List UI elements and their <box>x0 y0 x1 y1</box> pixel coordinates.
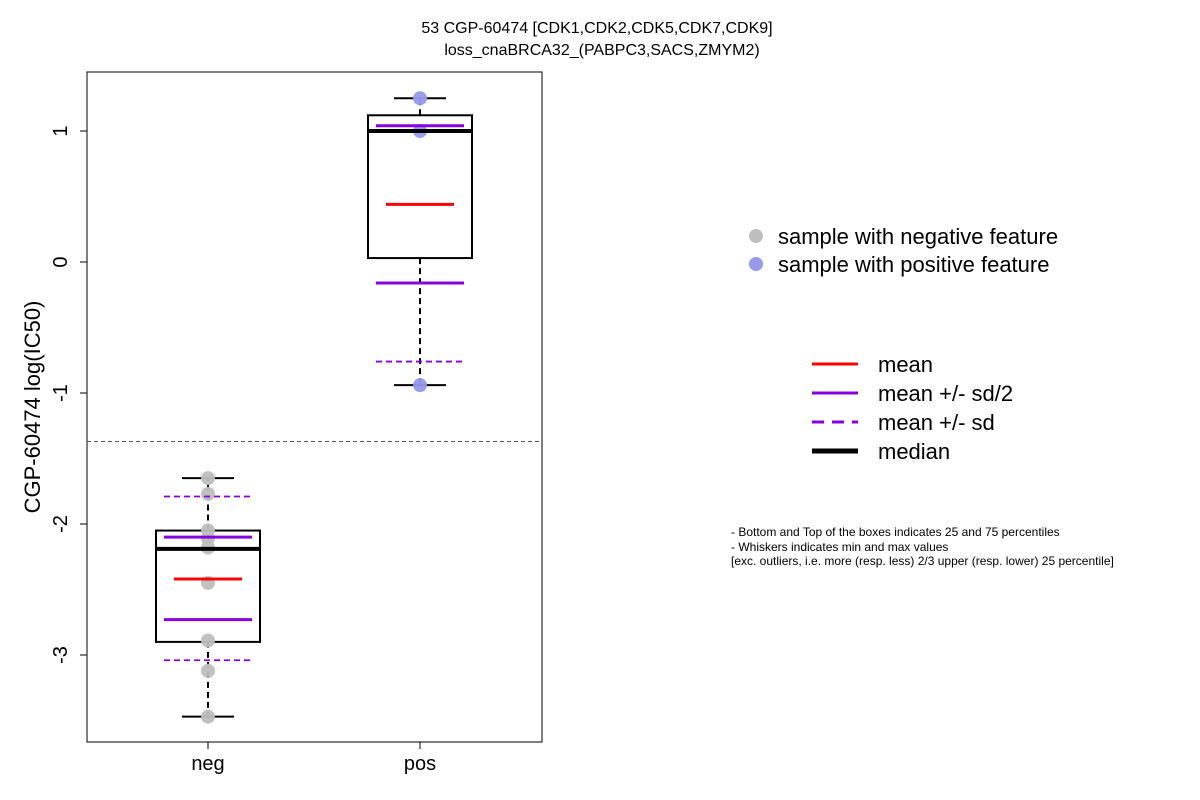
legend-median-label: median <box>878 439 950 464</box>
y-axis-label: CGP-60474 log(IC50) <box>20 301 45 514</box>
note-line-2: - Whiskers indicates min and max values <box>731 540 948 554</box>
y-tick-label: 1 <box>50 125 72 136</box>
data-point <box>413 91 427 106</box>
legend-points: sample with negative feature sample with… <box>749 224 1058 277</box>
box-pos <box>367 114 473 260</box>
note-line-1: - Bottom and Top of the boxes indicates … <box>731 525 1060 539</box>
note-line-3: [exc. outliers, i.e. more (resp. less) 2… <box>731 554 1114 568</box>
legend-negative-label: sample with negative feature <box>778 224 1058 249</box>
y-axis: -3 -2 -1 0 1 <box>50 125 88 664</box>
box-group-pos <box>367 91 473 393</box>
y-tick-label: -2 <box>50 515 72 533</box>
data-point <box>201 486 215 501</box>
legend-mean-label: mean <box>878 352 933 377</box>
data-point <box>201 633 215 648</box>
legend-positive-label: sample with positive feature <box>778 252 1049 277</box>
legend-lines: mean mean +/- sd/2 mean +/- sd median <box>812 352 1013 464</box>
legend-sd-label: mean +/- sd <box>878 410 995 435</box>
box-group-neg <box>155 471 261 724</box>
x-tick-label: neg <box>191 753 224 775</box>
data-point <box>201 663 215 678</box>
chart-title-line2: loss_cnaBRCA32_(PABPC3,SACS,ZMYM2) <box>444 42 759 59</box>
chart-title-line1: 53 CGP-60474 [CDK1,CDK2,CDK5,CDK7,CDK9] <box>421 20 772 37</box>
data-point <box>413 378 427 393</box>
x-axis: neg pos <box>191 741 436 775</box>
legend-negative-swatch <box>749 229 763 243</box>
notes: - Bottom and Top of the boxes indicates … <box>731 525 1114 568</box>
box-plots <box>155 91 473 724</box>
y-tick-label: 0 <box>50 256 72 267</box>
data-point <box>201 471 215 486</box>
y-tick-label: -3 <box>50 646 72 664</box>
legend-positive-swatch <box>749 257 763 271</box>
legend-half-sd-label: mean +/- sd/2 <box>878 381 1013 406</box>
data-point <box>201 709 215 724</box>
x-tick-label: pos <box>404 753 436 775</box>
y-tick-label: -1 <box>50 384 72 402</box>
